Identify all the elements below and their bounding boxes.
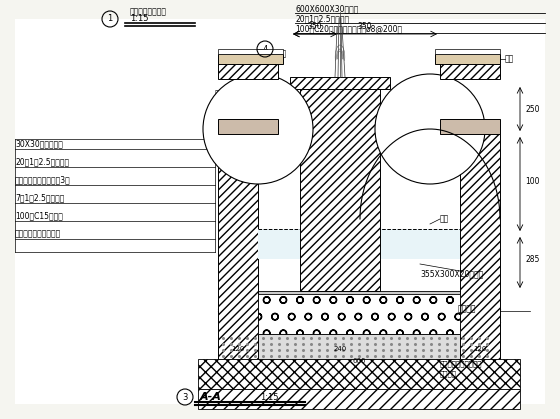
Bar: [218, 119, 278, 134]
Text: 1:15: 1:15: [260, 393, 278, 401]
Text: 7厚1：2.5水泥砂浆: 7厚1：2.5水泥砂浆: [15, 194, 64, 202]
Bar: [218, 64, 278, 79]
Text: 黄锈石石雕（成品）: 黄锈石石雕（成品）: [215, 99, 256, 109]
Circle shape: [203, 74, 313, 184]
Bar: [258, 294, 460, 334]
Text: 250: 250: [525, 104, 539, 114]
Text: 100厚C20混凝土板（配双向ø8@200）: 100厚C20混凝土板（配双向ø8@200）: [295, 24, 402, 34]
Text: 120: 120: [231, 346, 245, 352]
Circle shape: [375, 74, 485, 184]
Text: 20厚1：2.5水泥砂浆: 20厚1：2.5水泥砂浆: [295, 15, 349, 23]
Text: 600X600X30黄锈石: 600X600X30黄锈石: [295, 5, 358, 13]
Bar: [440, 119, 500, 134]
Text: 120: 120: [473, 346, 487, 352]
Bar: [440, 64, 500, 79]
Bar: [218, 334, 500, 359]
Bar: [218, 299, 500, 309]
Text: 聚氨脂防水涂料刷两遍3厚: 聚氨脂防水涂料刷两遍3厚: [15, 176, 71, 184]
Bar: [198, 359, 520, 389]
Bar: [218, 134, 258, 359]
Text: 喷水海螺: 喷水海螺: [215, 90, 234, 98]
Text: 100厚C15混凝土: 100厚C15混凝土: [15, 212, 63, 220]
Text: 喷泉平面剖面资料: 喷泉平面剖面资料: [130, 8, 167, 16]
Text: 3: 3: [183, 393, 188, 401]
Bar: [460, 134, 500, 359]
Bar: [290, 77, 390, 89]
Text: 4: 4: [263, 44, 268, 54]
Text: 1: 1: [108, 15, 113, 23]
Bar: [198, 389, 520, 409]
Text: 30X30玻璃马赛克: 30X30玻璃马赛克: [15, 140, 63, 148]
Text: 350: 350: [358, 22, 372, 31]
Bar: [218, 311, 500, 319]
Bar: [435, 49, 500, 54]
Text: 水面: 水面: [440, 215, 449, 223]
Text: 100: 100: [525, 178, 539, 186]
Bar: [300, 89, 380, 291]
Text: 喷水: 喷水: [505, 54, 514, 64]
Text: 285: 285: [525, 256, 539, 264]
Text: 240: 240: [333, 346, 347, 352]
Bar: [218, 54, 283, 64]
Text: 膨胀珍珠岩泡沫混凝土: 膨胀珍珠岩泡沫混凝土: [15, 230, 61, 238]
Text: 结构板面: 结构板面: [440, 371, 457, 377]
Text: 350: 350: [307, 22, 323, 31]
Text: 预埋水管: 预埋水管: [458, 305, 477, 313]
Bar: [258, 229, 460, 259]
Text: A-A: A-A: [200, 392, 222, 402]
Text: 1:15: 1:15: [130, 15, 148, 23]
Text: 355X300X20黄锈石: 355X300X20黄锈石: [420, 269, 483, 279]
Text: 防水层按做法见建筑图: 防水层按做法见建筑图: [440, 361, 483, 367]
Bar: [435, 54, 500, 64]
Text: 20厚1：2.5水泥砂浆: 20厚1：2.5水泥砂浆: [15, 158, 69, 166]
Bar: [218, 291, 500, 299]
Bar: [218, 319, 500, 334]
Text: 涌泉: 涌泉: [277, 49, 287, 59]
Text: 600: 600: [352, 358, 366, 364]
Bar: [218, 49, 283, 54]
